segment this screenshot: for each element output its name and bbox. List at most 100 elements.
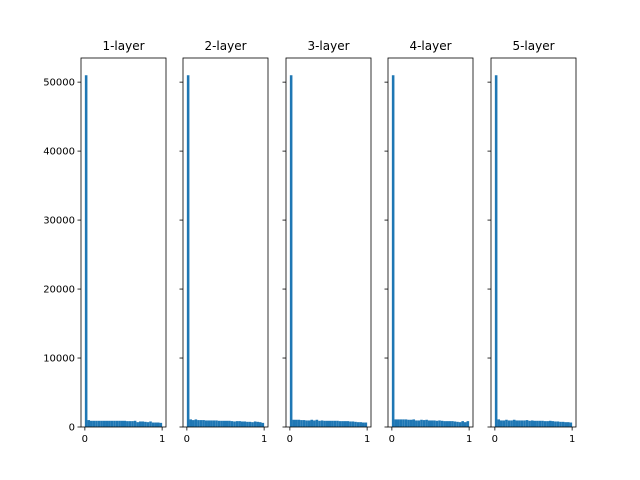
histogram-bar (407, 419, 410, 427)
histogram-bar (144, 421, 147, 427)
histogram-bar (425, 419, 428, 427)
histogram-bar (233, 421, 236, 427)
panel-title: 3-layer (307, 39, 349, 53)
histogram-bar (202, 420, 205, 427)
histogram-bar (246, 421, 249, 427)
histogram-bar (131, 421, 134, 427)
histogram-bar (136, 422, 139, 427)
histogram-bar (289, 75, 293, 428)
histogram-bar (159, 422, 163, 427)
histogram-bar (235, 421, 239, 427)
histogram-bar (118, 420, 121, 427)
x-tick-label: 0 (82, 434, 88, 445)
histogram-bar (412, 419, 416, 427)
histogram-panel-4: 4-layer 0 1 (384, 39, 474, 445)
histogram-bar (207, 420, 211, 427)
histogram-bar (217, 420, 221, 427)
histogram-bar (538, 420, 542, 427)
histogram-bar (525, 420, 529, 427)
x-tick-label: 1 (569, 434, 575, 445)
histogram-bar (102, 420, 106, 427)
histogram-bar (210, 420, 213, 427)
histogram-bar (261, 422, 265, 427)
histogram-bar (126, 421, 129, 427)
histogram-bar (138, 421, 142, 427)
histogram-bar (105, 420, 109, 427)
histogram-bar (197, 420, 200, 427)
histogram-bar (297, 419, 301, 427)
histogram-bar (92, 420, 96, 427)
histogram-bar (320, 420, 324, 427)
histogram-bar (399, 419, 403, 427)
histogram-bar (541, 420, 544, 427)
histogram-bar (523, 420, 526, 427)
y-tick-label: 20000 (43, 285, 75, 296)
y-tick-label: 50000 (43, 78, 75, 89)
histogram-bar (458, 422, 462, 427)
histogram-bar (212, 420, 216, 427)
histogram-bar (215, 420, 218, 427)
x-tick-label: 1 (159, 434, 165, 445)
histogram-bar (397, 419, 400, 427)
histogram-bar (333, 420, 337, 427)
histogram-bar (561, 421, 565, 427)
axes-frame (387, 57, 474, 428)
histogram-bar (331, 420, 334, 427)
histogram-bar (156, 422, 160, 427)
histogram-bar (510, 420, 513, 427)
histogram-bar (453, 421, 457, 427)
histogram-bar (113, 420, 116, 427)
x-tick-label: 1 (466, 434, 472, 445)
histogram-bar (133, 420, 137, 427)
histogram-bar (243, 421, 247, 427)
histogram-bar (305, 420, 308, 427)
histogram-bar (189, 419, 193, 427)
histogram-bar (391, 75, 395, 428)
histogram-bar (461, 421, 464, 427)
histogram-bar (194, 419, 198, 427)
histogram-bar (502, 420, 506, 427)
histogram-bar (430, 420, 434, 427)
histogram-bar (440, 420, 444, 427)
histogram-bar (551, 421, 555, 427)
histogram-bar (569, 422, 573, 427)
histogram-bar (84, 75, 88, 428)
panel-title: 4-layer (409, 39, 451, 53)
histogram-bar (256, 421, 259, 427)
histogram-bar (349, 421, 352, 427)
y-tick-label: 10000 (43, 354, 75, 365)
histogram-bar (141, 421, 145, 427)
histogram-bar (463, 422, 467, 427)
histogram-bar (520, 420, 524, 427)
histogram-bar (422, 420, 426, 427)
histogram-bar (323, 420, 326, 427)
histogram-bar (505, 419, 508, 427)
histogram-bar (361, 422, 365, 427)
histogram-bar (556, 421, 560, 427)
histogram-bar (559, 421, 562, 427)
histogram-bar (149, 421, 152, 427)
axes-frame (80, 57, 167, 428)
histogram-bar (546, 421, 549, 427)
axes-frame (285, 57, 372, 428)
histogram-bar (356, 422, 360, 427)
histogram-bar (500, 420, 503, 427)
histogram-bar (564, 422, 567, 427)
histogram-bar (192, 420, 195, 427)
panel-title: 2-layer (204, 39, 246, 53)
histogram-bar (336, 420, 339, 427)
histogram-bar (528, 420, 531, 427)
histogram-bar (343, 421, 347, 427)
panel-title: 5-layer (512, 39, 554, 53)
histogram-bar (97, 420, 101, 427)
histogram-bar (543, 421, 547, 427)
histogram-bar (204, 420, 208, 427)
histogram-bar (404, 419, 408, 427)
histogram-bar (292, 419, 296, 427)
axes-frame (490, 57, 577, 428)
histogram-bar (415, 420, 418, 427)
histogram-bar (351, 421, 355, 427)
histogram-bar (443, 421, 446, 427)
histogram-panel-5: 5-layer 0 1 (487, 39, 577, 445)
